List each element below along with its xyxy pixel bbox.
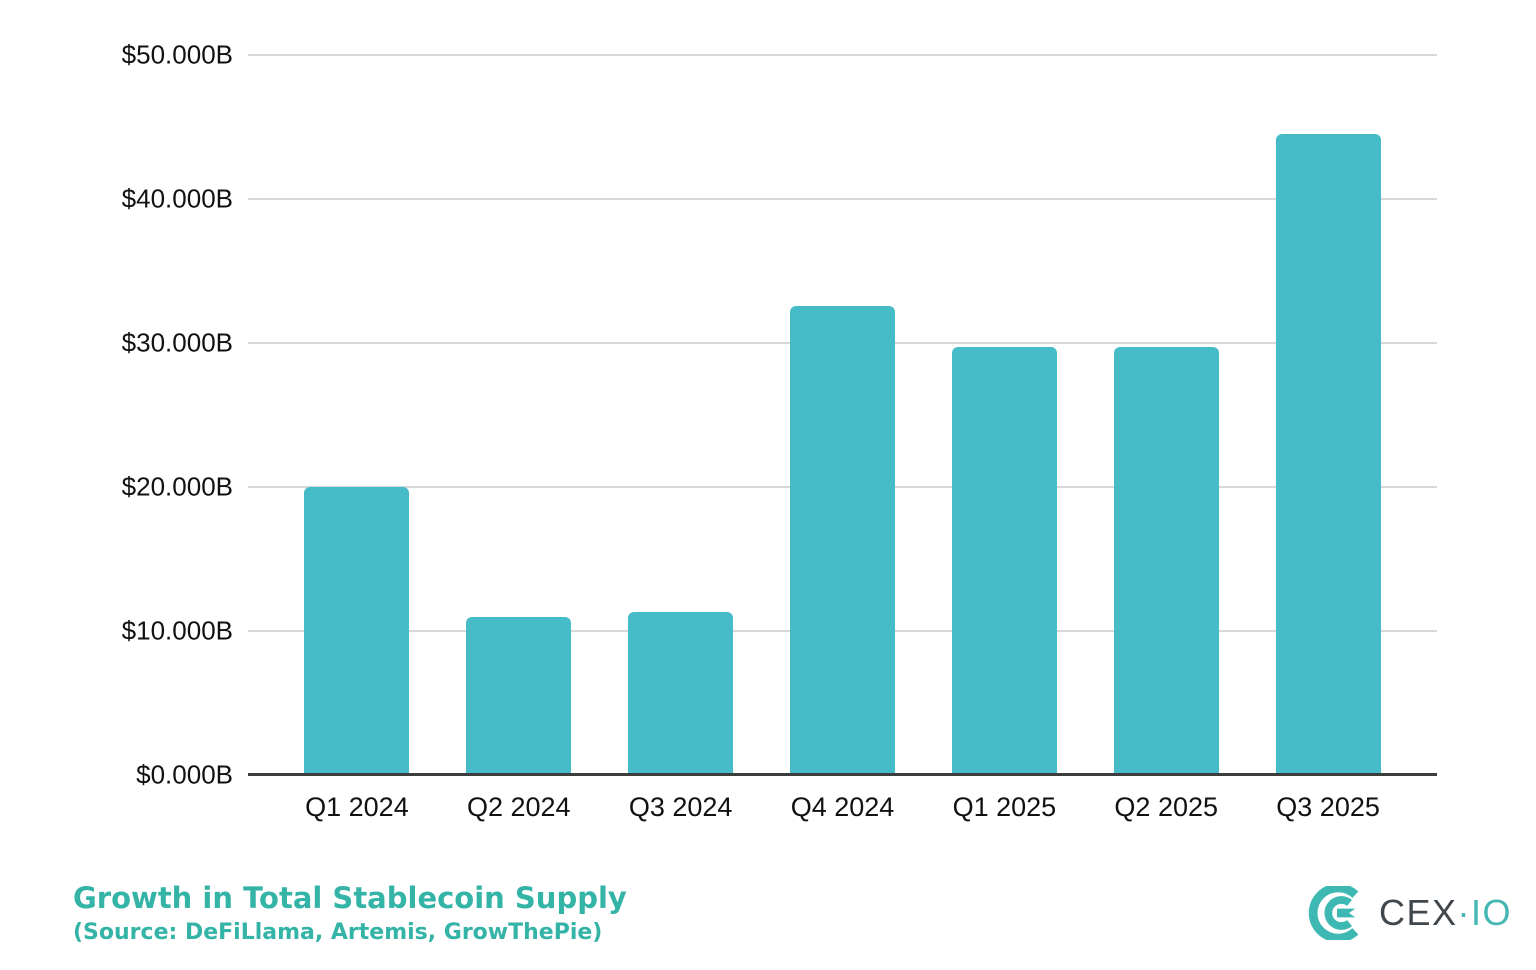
gridline-40b <box>248 198 1437 200</box>
bar-q1-2024 <box>304 487 410 775</box>
band-q3-2024 <box>600 55 762 775</box>
plot-area: Q1 2024 Q2 2024 Q3 2024 Q4 2024 Q1 2025 Q2 20… <box>122 40 1437 822</box>
band-q2-2025 <box>1085 55 1247 775</box>
chart-footer: Growth in Total Stablecoin Supply (Sourc… <box>73 881 627 947</box>
cexio-brand: CEX ·IO <box>1306 886 1512 940</box>
x-tick-label-q1-2025: Q1 2025 <box>952 792 1057 822</box>
bar-q2-2024 <box>466 616 572 775</box>
bars-row <box>248 55 1437 775</box>
y-tick-label-40b: $40.000B <box>121 183 233 214</box>
gridline-50b <box>248 54 1437 56</box>
band-q1-2024 <box>276 55 438 775</box>
chart-source: (Source: DeFiLlama, Artemis, GrowThePie) <box>73 920 603 946</box>
band-q2-2024 <box>438 55 600 775</box>
y-tick-label-0b: $0.000B <box>136 759 233 790</box>
x-tick-label-q2-2025: Q2 2025 <box>1114 792 1219 822</box>
band-q4-2024 <box>762 55 924 775</box>
x-tick-label-q2-2024: Q2 2024 <box>466 792 571 822</box>
band-q3-2025 <box>1247 55 1409 775</box>
bar-q2-2025 <box>1113 347 1219 775</box>
x-tick-label-q4-2024: Q4 2024 <box>790 792 895 822</box>
x-axis-line <box>248 773 1437 776</box>
y-tick-label-30b: $30.000B <box>121 327 233 358</box>
chart-title: Growth in Total Stablecoin Supply <box>73 881 627 915</box>
x-axis-labels: Q1 2024 Q2 2024 Q3 2024 Q4 2024 Q1 2025 Q2 20… <box>248 792 1437 823</box>
x-tick-label-q3-2024: Q3 2024 <box>628 792 733 822</box>
cexio-logotype: CEX ·IO <box>1379 892 1512 934</box>
brand-text-io: ·IO <box>1457 892 1512 933</box>
bar-q3-2024 <box>628 612 734 775</box>
brand-text-cex: CEX <box>1378 892 1458 933</box>
y-tick-label-50b: $50.000B <box>121 39 233 70</box>
x-tick-label-q3-2025: Q3 2025 <box>1276 792 1380 822</box>
y-tick-label-20b: $20.000B <box>121 471 233 502</box>
bar-q4-2024 <box>790 305 895 775</box>
bar-q3-2025 <box>1275 134 1381 775</box>
cexio-logo-icon <box>1308 886 1359 940</box>
y-tick-label-10b: $10.000B <box>121 615 233 646</box>
band-q1-2025 <box>923 55 1085 775</box>
x-tick-label-q1-2024: Q1 2024 <box>305 792 409 822</box>
bar-q1-2025 <box>951 347 1057 775</box>
